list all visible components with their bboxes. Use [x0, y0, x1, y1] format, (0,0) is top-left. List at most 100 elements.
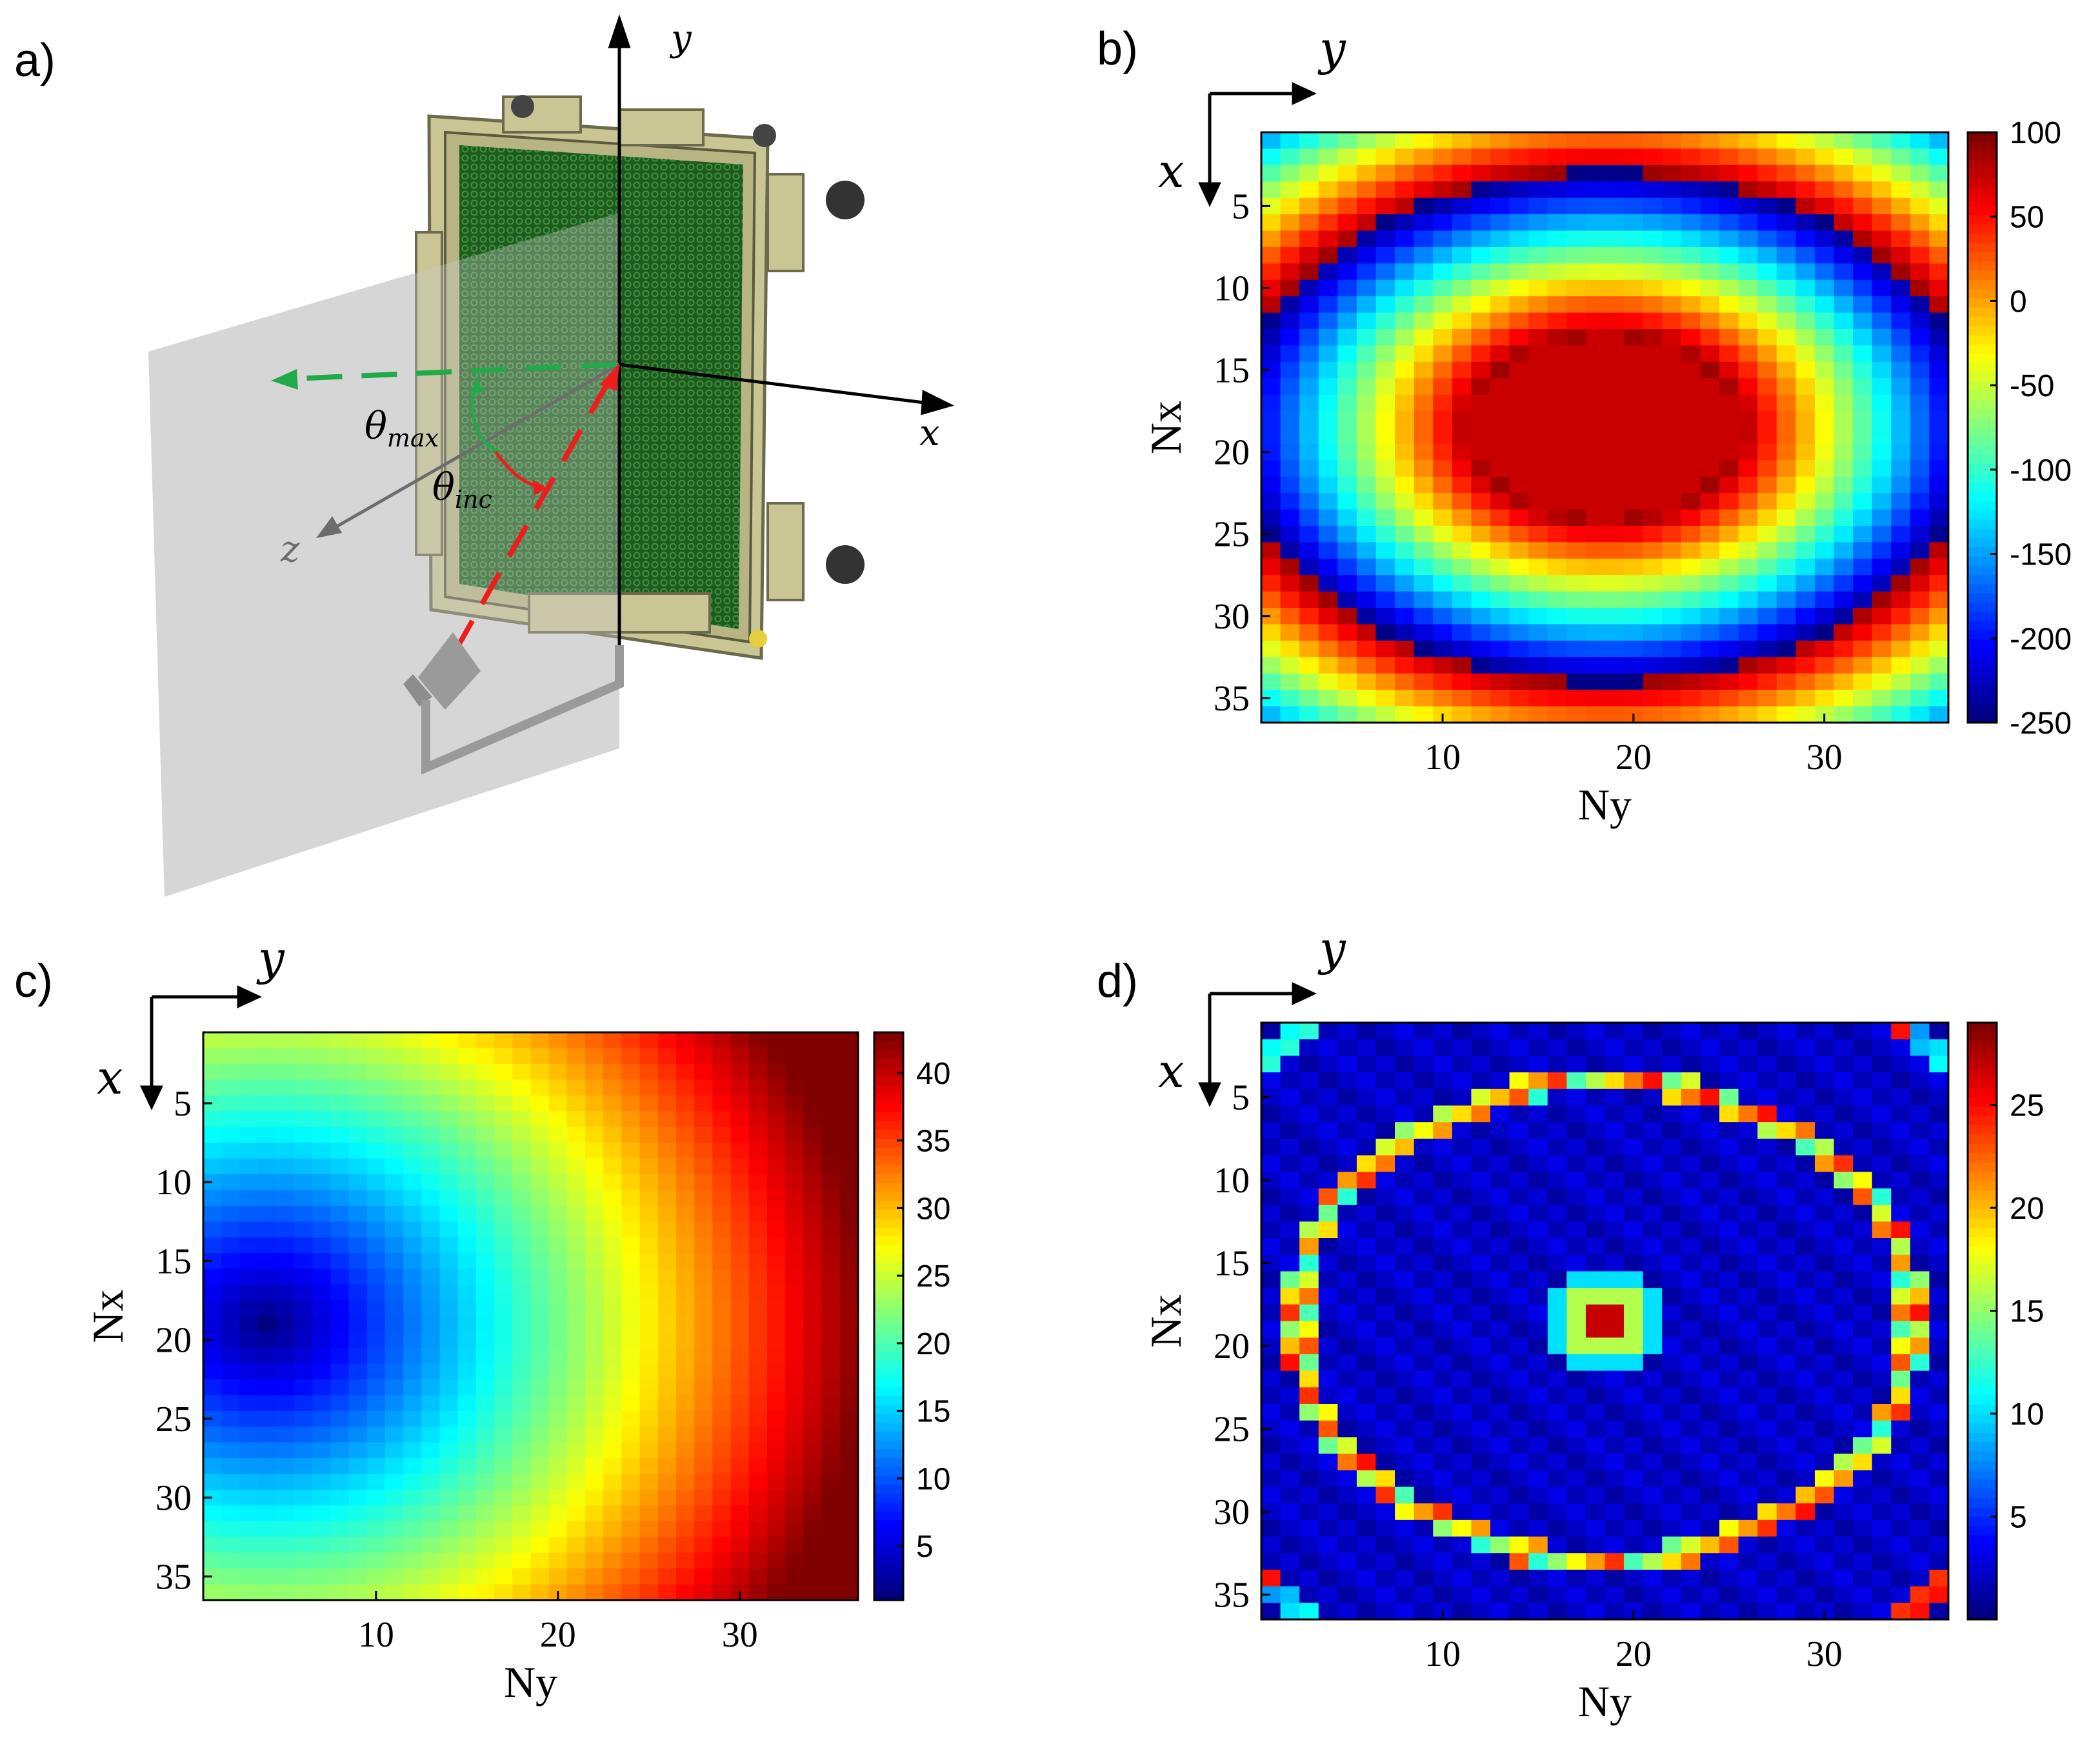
heatmap-cell: [366, 1410, 386, 1427]
colorbar-segment: [1968, 372, 1997, 382]
heatmap-cell: [1528, 1354, 1548, 1372]
heatmap-cell: [1566, 1105, 1586, 1123]
heatmap-cell: [1414, 1553, 1434, 1570]
heatmap-cell: [530, 1552, 550, 1569]
heatmap-cell: [1700, 1503, 1720, 1521]
heatmap-cell: [603, 1158, 623, 1175]
heatmap-cell: [821, 1474, 841, 1490]
colorbar-segment: [874, 1352, 903, 1361]
heatmap-cell: [1738, 1238, 1758, 1256]
heatmap-cell: [203, 1347, 222, 1364]
heatmap-cell: [1814, 673, 1835, 690]
heatmap-cell: [403, 1505, 422, 1522]
heatmap-cell: [348, 1190, 368, 1207]
heatmap-cell: [1853, 657, 1873, 674]
heatmap-cell: [1795, 460, 1815, 477]
heatmap-cell: [1299, 558, 1319, 576]
heatmap-cell: [1337, 1271, 1357, 1288]
heatmap-cell: [1414, 214, 1434, 232]
heatmap-cell: [1414, 1238, 1434, 1256]
heatmap-cell: [1585, 312, 1606, 330]
heatmap-cell: [730, 1063, 750, 1080]
heatmap-cell: [1490, 575, 1510, 592]
heatmap-cell: [1585, 1056, 1606, 1073]
heatmap-cell: [1337, 673, 1357, 690]
heatmap-cell: [1662, 394, 1682, 412]
heatmap-cell: [330, 1537, 350, 1554]
heatmap-cell: [1738, 1122, 1758, 1139]
colorbar-segment: [1968, 1283, 1997, 1294]
heatmap-cell: [1375, 1304, 1395, 1322]
heatmap-cell: [221, 1395, 240, 1412]
heatmap-cell: [294, 1063, 313, 1080]
heatmap-cell: [1395, 1454, 1415, 1471]
heatmap-cell: [1414, 132, 1434, 150]
heatmap-cell: [1471, 460, 1491, 477]
heatmap-cell: [275, 1379, 295, 1396]
colorbar-segment: [874, 1254, 903, 1264]
colorbar-segment: [874, 1573, 903, 1583]
heatmap-cell: [1853, 575, 1873, 592]
heatmap-cell: [1700, 246, 1720, 264]
heatmap-cell: [1375, 1519, 1395, 1538]
heatmap-cell: [566, 1363, 586, 1380]
heatmap-cell: [1776, 296, 1796, 314]
heatmap-cell: [494, 1205, 513, 1222]
heatmap-cell: [1318, 296, 1338, 314]
heatmap-cell: [366, 1158, 386, 1175]
heatmap-cell: [239, 1285, 259, 1301]
heatmap-cell: [1872, 279, 1892, 297]
heatmap-cell: [785, 1458, 805, 1475]
heatmap-cell: [512, 1221, 532, 1238]
heatmap-cell: [1910, 165, 1930, 182]
heatmap-cell: [1643, 1288, 1663, 1305]
heatmap-cell: [1261, 1519, 1281, 1538]
heatmap-cell: [1738, 690, 1758, 707]
heatmap-cell: [1834, 1536, 1854, 1554]
heatmap-cell: [439, 1537, 459, 1554]
heatmap-cell: [1681, 657, 1701, 674]
heatmap-cell: [421, 1190, 441, 1207]
heatmap-cell: [1566, 443, 1586, 461]
heatmap-cell: [1605, 312, 1625, 330]
heatmap-cell: [1395, 1603, 1415, 1620]
heatmap-cell: [1261, 230, 1281, 248]
heatmap-cell: [767, 1332, 786, 1348]
heatmap-cell: [1452, 345, 1472, 363]
heatmap-cell: [1929, 443, 1949, 461]
heatmap-cell: [1662, 1536, 1682, 1554]
heatmap-cell: [1261, 1288, 1281, 1305]
heatmap-cell: [1700, 361, 1720, 379]
heatmap-cell: [203, 1032, 222, 1049]
heatmap-cell: [1757, 608, 1777, 625]
heatmap-cell: [1318, 1403, 1338, 1421]
heatmap-cell: [1719, 608, 1739, 625]
heatmap-cell: [1872, 181, 1892, 199]
heatmap-cell: [294, 1221, 313, 1238]
heatmap-cell: [1605, 1304, 1625, 1322]
heatmap-cell: [1490, 476, 1510, 494]
heatmap-cell: [730, 1111, 750, 1128]
heatmap-cell: [694, 1079, 714, 1096]
heatmap-cell: [1528, 345, 1548, 363]
heatmap-cell: [1433, 197, 1453, 215]
heatmap-cell: [1662, 1470, 1682, 1488]
heatmap-cell: [275, 1205, 295, 1222]
heatmap-cell: [1566, 1056, 1586, 1073]
heatmap-cell: [330, 1095, 350, 1112]
heatmap-cell: [1528, 427, 1548, 445]
heatmap-cell: [275, 1521, 295, 1538]
heatmap-cell: [1433, 1221, 1453, 1239]
heatmap-cell: [1643, 1271, 1663, 1288]
heatmap-cell: [1834, 673, 1854, 690]
heatmap-cell: [1509, 1370, 1529, 1388]
heatmap-cell: [1471, 1271, 1491, 1288]
heatmap-cell: [730, 1253, 750, 1270]
heatmap-cell: [457, 1537, 477, 1554]
heatmap-cell: [1795, 148, 1815, 166]
heatmap-cell: [366, 1363, 386, 1380]
heatmap-cell: [1891, 230, 1911, 248]
heatmap-cell: [1375, 411, 1395, 428]
colorbar-segment: [874, 1130, 903, 1139]
heatmap-cell: [1547, 296, 1567, 314]
